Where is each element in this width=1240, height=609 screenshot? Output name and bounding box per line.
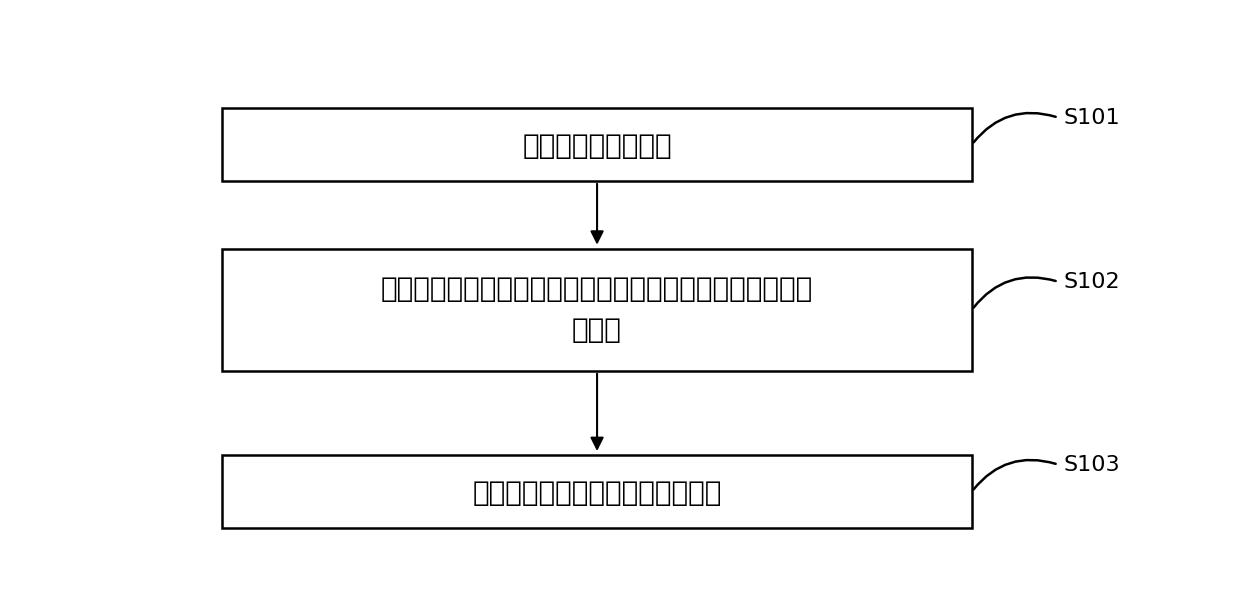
Text: 根据预设的样本指纹数据和指纹数据确定指纹数据对应的触
发指令: 根据预设的样本指纹数据和指纹数据确定指纹数据对应的触 发指令: [381, 275, 813, 345]
Bar: [222, 249, 972, 371]
FancyArrowPatch shape: [973, 460, 1055, 490]
Text: 根据触发指令对终端系数进行控制: 根据触发指令对终端系数进行控制: [472, 479, 722, 507]
Text: S101: S101: [1063, 108, 1120, 128]
Text: S102: S102: [1063, 272, 1120, 292]
Text: S103: S103: [1063, 455, 1120, 474]
Bar: [222, 108, 972, 181]
FancyArrowPatch shape: [973, 113, 1055, 143]
FancyArrowPatch shape: [973, 278, 1055, 308]
Bar: [222, 456, 972, 528]
Text: 采集用户的指纹数据: 采集用户的指纹数据: [522, 132, 672, 160]
